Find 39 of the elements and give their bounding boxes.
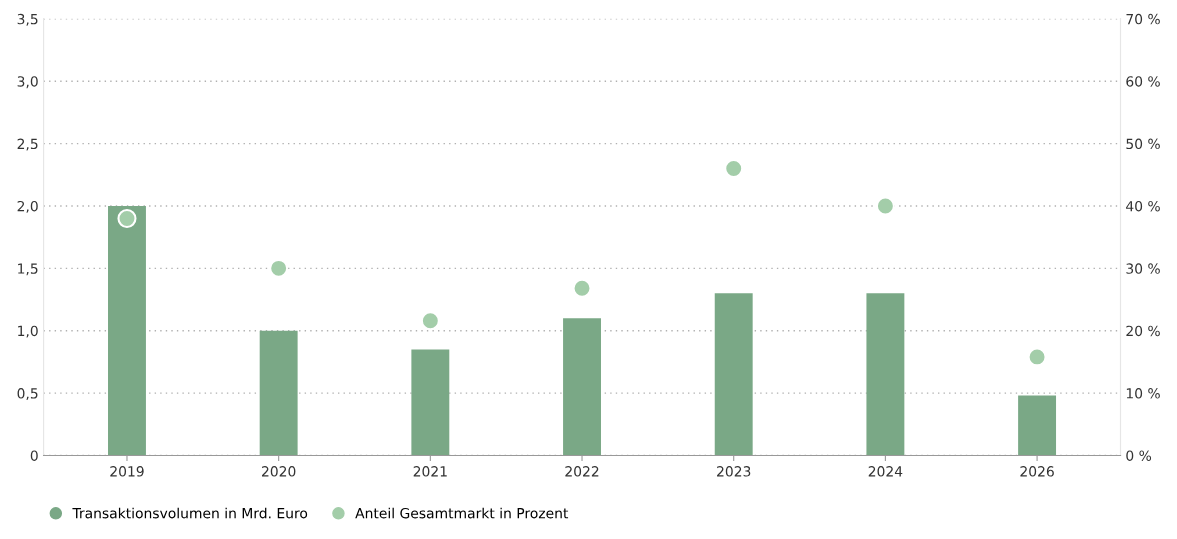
y-tick-label: 3,0 (17, 76, 38, 89)
y-tick-label: 3,5 (17, 13, 38, 26)
y2-tick-label: 10 % (1126, 388, 1160, 399)
x-tick-label: 2021 (413, 466, 447, 477)
y-tick-label: 0,5 (17, 388, 38, 400)
point (572, 278, 592, 298)
point (1027, 347, 1047, 367)
y2-tick-label: 40 % (1126, 200, 1160, 212)
y2-tick-label: 0 % (1126, 450, 1152, 461)
y-tick-label: 1,0 (18, 325, 38, 338)
x-tick-label: 2022 (565, 466, 599, 477)
y2-tick-label: 50 % (1126, 138, 1160, 150)
y2-tick-label: 30 % (1126, 263, 1160, 274)
y2-tick-label: 70 % (1126, 13, 1160, 25)
x-tick-label: 2019 (110, 466, 144, 477)
bar (1018, 395, 1057, 456)
x-tick-label: 2026 (1020, 466, 1054, 477)
y-tick-label: 2,5 (17, 138, 38, 151)
x-tick-label: 2024 (868, 466, 903, 477)
bar (411, 349, 450, 456)
x-tick-label: 2023 (717, 466, 751, 477)
bar (259, 330, 298, 456)
bar (866, 293, 905, 456)
y-tick-label: 2,0 (17, 200, 38, 213)
x-tick-label: 2020 (262, 466, 296, 477)
legend-label: Transaktionsvolumen in Mrd. Euro (72, 507, 308, 519)
legend-label: Anteil Gesamtmarkt in Prozent (355, 507, 569, 519)
bar (108, 205, 146, 456)
point (875, 196, 895, 216)
y-tick-label: 1,5 (18, 263, 38, 276)
point (117, 208, 137, 228)
bar (563, 318, 601, 456)
point (724, 159, 744, 179)
bar (714, 293, 753, 456)
point (420, 311, 440, 331)
y2-tick-label: 60 % (1126, 76, 1160, 87)
y2-tick-label: 20 % (1126, 325, 1160, 337)
y-tick-label: 0 (30, 450, 38, 461)
point (269, 258, 289, 278)
